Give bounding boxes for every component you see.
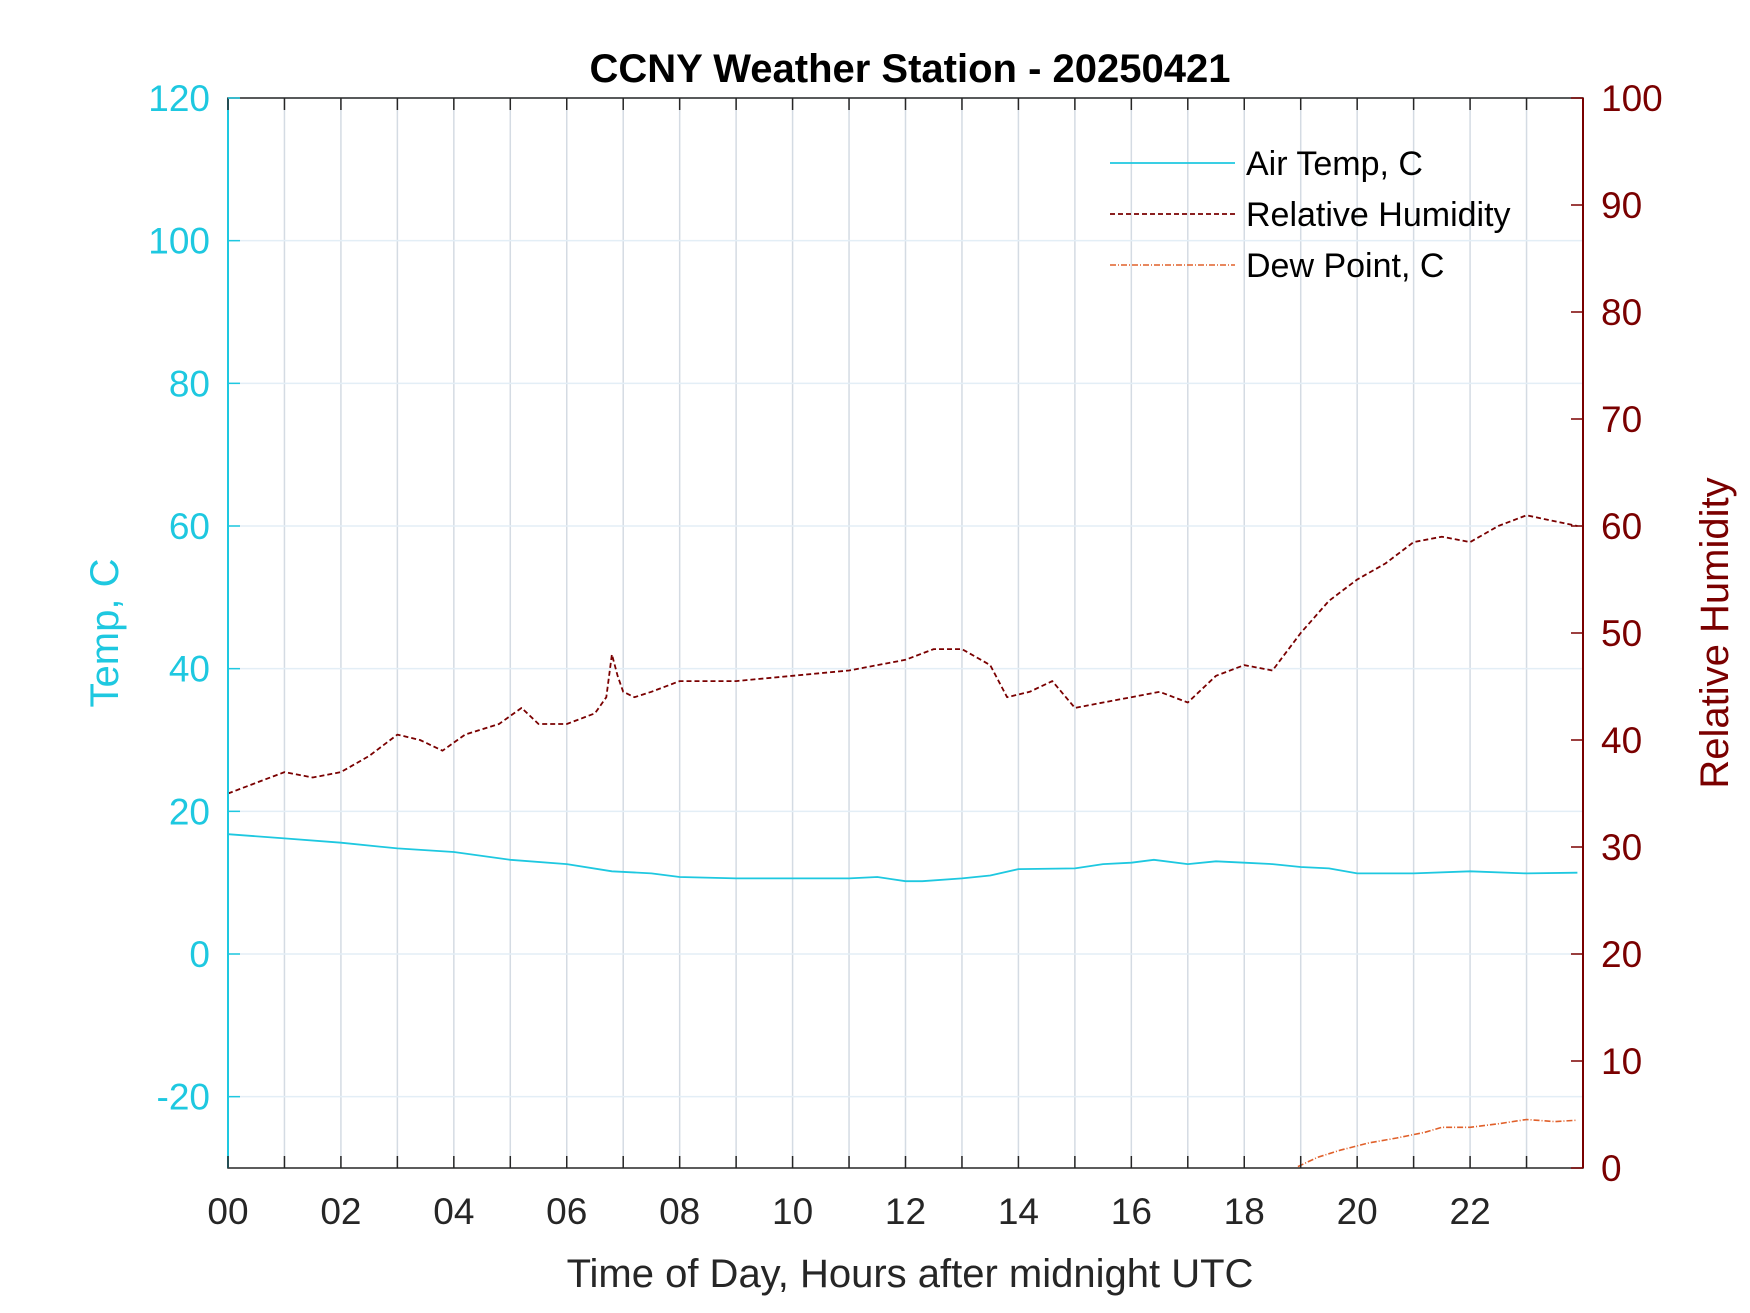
series-line-dew-point-c xyxy=(1297,1118,1578,1168)
x-tick-label: 10 xyxy=(772,1191,813,1232)
chart-title: CCNY Weather Station - 20250421 xyxy=(590,47,1231,91)
x-tick-label: 20 xyxy=(1337,1191,1378,1232)
y-left-tick-label: 100 xyxy=(148,221,210,262)
x-tick-label: 12 xyxy=(885,1191,926,1232)
y-right-tick-label: 100 xyxy=(1601,78,1663,119)
y-left-tick-label: -20 xyxy=(157,1077,210,1118)
y-left-tick-label: 0 xyxy=(189,934,210,975)
legend: Air Temp, C Relative Humidity Dew Point, C xyxy=(1110,145,1511,285)
y-right-tick-label: 90 xyxy=(1601,185,1642,226)
y-left-tick-label: 20 xyxy=(169,791,210,832)
x-tick-label: 22 xyxy=(1450,1191,1491,1232)
x-tick-label: 08 xyxy=(659,1191,700,1232)
axes: 00 02 04 06 08 10 12 14 16 18 20 22-200204060801001… xyxy=(148,78,1662,1232)
y-right-tick-label: 0 xyxy=(1601,1148,1622,1189)
y-right-tick-label: 50 xyxy=(1601,613,1642,654)
y-left-tick-label: 40 xyxy=(169,649,210,690)
x-tick-label: 00 xyxy=(207,1191,248,1232)
y-right-tick-label: 10 xyxy=(1601,1041,1642,1082)
series-line-air-temp-c xyxy=(227,833,1578,883)
x-axis-label: Time of Day, Hours after midnight UTC xyxy=(567,1252,1254,1296)
y-right-tick-label: 80 xyxy=(1601,292,1642,333)
y-right-tick-label: 70 xyxy=(1601,399,1642,440)
y-right-tick-label: 20 xyxy=(1601,934,1642,975)
y-right-tick-label: 40 xyxy=(1601,720,1642,761)
legend-label: Dew Point, C xyxy=(1246,247,1444,285)
y-right-tick-label: 30 xyxy=(1601,827,1642,868)
y-left-tick-label: 60 xyxy=(169,506,210,547)
y-left-tick-label: 120 xyxy=(148,78,210,119)
x-tick-label: 02 xyxy=(320,1191,361,1232)
y-left-tick-label: 80 xyxy=(169,363,210,404)
series-line-relative-humidity xyxy=(227,514,1578,795)
x-tick-label: 04 xyxy=(433,1191,474,1232)
series-layer xyxy=(227,514,1578,1168)
legend-label: Relative Humidity xyxy=(1246,196,1511,234)
y-axis-left-label: Temp, C xyxy=(83,559,127,708)
y-axis-right-label: Relative Humidity xyxy=(1693,477,1737,788)
x-tick-label: 16 xyxy=(1111,1191,1152,1232)
x-tick-label: 14 xyxy=(998,1191,1039,1232)
x-tick-label: 06 xyxy=(546,1191,587,1232)
x-tick-label: 18 xyxy=(1224,1191,1265,1232)
y-right-tick-label: 60 xyxy=(1601,506,1642,547)
legend-label: Air Temp, C xyxy=(1246,145,1423,183)
